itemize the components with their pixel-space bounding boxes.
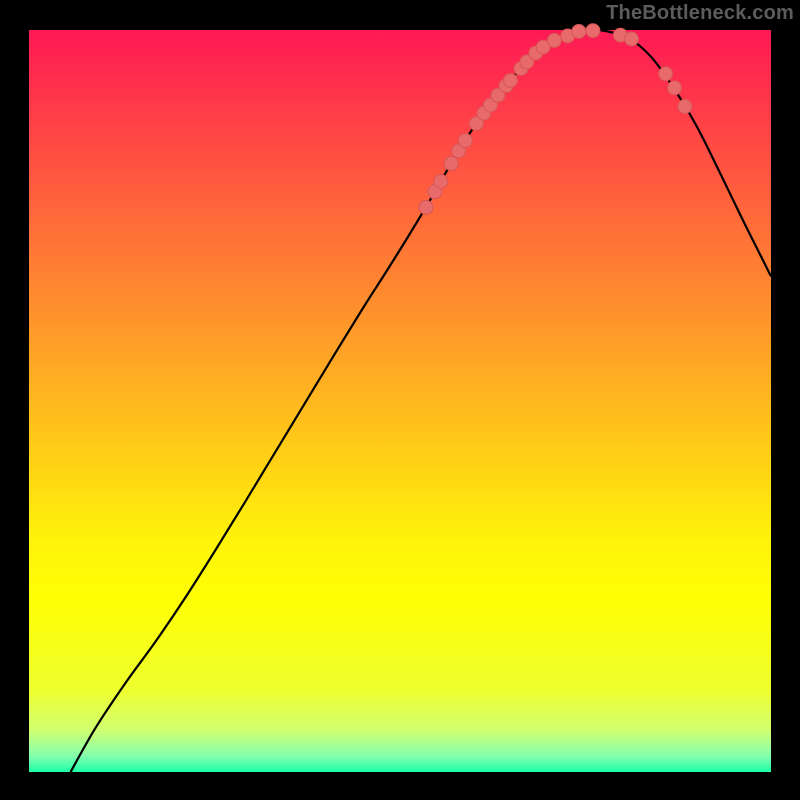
data-marker [586, 24, 600, 38]
data-marker [678, 99, 692, 113]
data-marker [547, 33, 561, 47]
data-marker [625, 32, 639, 46]
bottleneck-curve [71, 30, 771, 772]
data-marker [434, 174, 448, 188]
data-marker [668, 81, 682, 95]
data-marker [458, 134, 472, 148]
data-marker [572, 24, 586, 38]
plot-area [29, 30, 771, 772]
watermark-text: TheBottleneck.com [606, 2, 794, 25]
data-marker [419, 200, 433, 214]
data-marker [659, 67, 673, 81]
data-marker [444, 157, 458, 171]
marker-group [419, 24, 692, 215]
curve-layer [29, 30, 771, 772]
bottleneck-chart: TheBottleneck.com [0, 0, 800, 800]
data-marker [504, 73, 518, 87]
